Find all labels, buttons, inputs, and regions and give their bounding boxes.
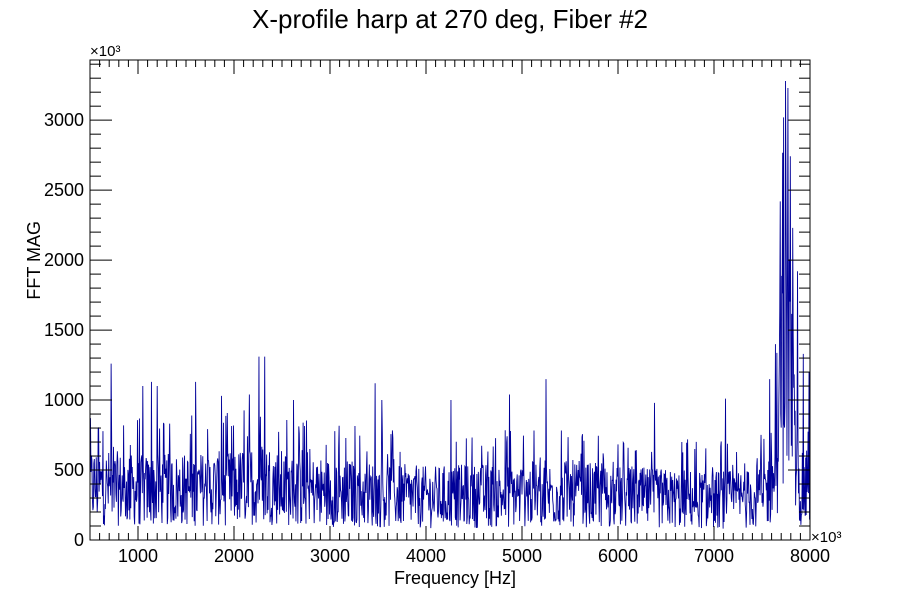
y-tick-label: 0 — [74, 530, 84, 550]
plot-frame — [89, 59, 811, 541]
x-tick-label: 8000 — [790, 546, 830, 566]
x-tick-label: 2000 — [214, 546, 254, 566]
x-tick-label: 3000 — [310, 546, 350, 566]
plot-area — [89, 59, 811, 541]
x-tick-label: 7000 — [694, 546, 734, 566]
series-line — [89, 80, 811, 529]
x-multiplier: ×10³ — [811, 529, 841, 546]
x-axis-label: Frequency [Hz] — [394, 568, 516, 588]
y-tick-label: 500 — [54, 460, 84, 480]
x-tick-label: 4000 — [406, 546, 446, 566]
chart-title: X-profile harp at 270 deg, Fiber #2 — [252, 4, 648, 34]
y-tick-label: 3000 — [44, 110, 84, 130]
y-tick-label: 2500 — [44, 180, 84, 200]
y-axis: 0 500 1000 1500 2000 2500 3000 — [44, 63, 810, 550]
y-tick-label: 1500 — [44, 320, 84, 340]
x-axis: 1000 2000 3000 4000 5000 6000 7000 8000 — [89, 60, 830, 566]
x-tick-label: 5000 — [502, 546, 542, 566]
x-tick-label: 1000 — [118, 546, 158, 566]
y-axis-label: FFT MAG — [24, 221, 44, 300]
y-tick-label: 2000 — [44, 250, 84, 270]
y-tick-label: 1000 — [44, 390, 84, 410]
y-multiplier: ×10³ — [90, 43, 120, 60]
x-tick-label: 6000 — [598, 546, 638, 566]
